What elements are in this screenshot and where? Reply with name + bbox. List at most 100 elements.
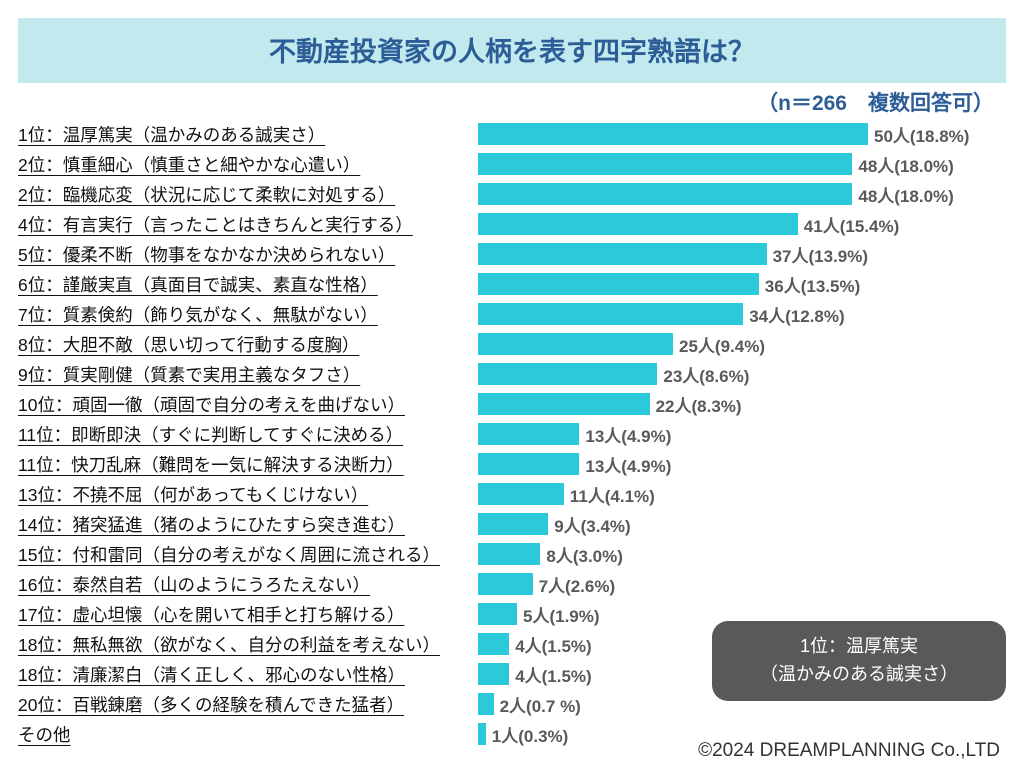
bar-value: 5人(1.9%) <box>523 602 600 627</box>
bar-value: 41人(15.4%) <box>804 212 899 237</box>
bar-value: 13人(4.9%) <box>585 452 671 477</box>
bar-value: 1人(0.3%) <box>492 722 569 747</box>
row-label: 4位：有言実行（言ったことはきちんと実行する） <box>18 212 478 237</box>
bar <box>478 693 494 715</box>
bar-row: 7位：質素倹約（飾り気がなく、無駄がない） 34人(12.8%) <box>18 299 1006 329</box>
row-label: 20位：百戦錬磨（多くの経験を積んできた猛者） <box>18 692 478 717</box>
bar-row: 8位：大胆不敵（思い切って行動する度胸） 25人(9.4%) <box>18 329 1006 359</box>
row-label: 10位：頑固一徹（頑固で自分の考えを曲げない） <box>18 392 478 417</box>
bar <box>478 543 540 565</box>
bar <box>478 153 852 175</box>
row-label: 9位：質実剛健（質素で実用主義なタフさ） <box>18 362 478 387</box>
bar-value: 7人(2.6%) <box>539 572 616 597</box>
row-label: 5位：優柔不断（物事をなかなか決められない） <box>18 242 478 267</box>
bar <box>478 273 759 295</box>
bar-cell: 25人(9.4%) <box>478 329 1006 359</box>
bar-row: 2位：慎重細心（慎重さと細やかな心遣い） 48人(18.0%) <box>18 149 1006 179</box>
bar <box>478 213 798 235</box>
bar-value: 50人(18.8%) <box>874 122 969 147</box>
bar-value: 37人(13.9%) <box>773 242 868 267</box>
bar-cell: 22人(8.3%) <box>478 389 1006 419</box>
copyright-line: ©2024 DREAMPLANNING Co.,LTD <box>698 740 1000 762</box>
bar-value: 48人(18.0%) <box>858 152 953 177</box>
bar <box>478 633 509 655</box>
bar-row: 16位：泰然自若（山のようにうろたえない） 7人(2.6%) <box>18 569 1006 599</box>
row-label: 7位：質素倹約（飾り気がなく、無駄がない） <box>18 302 478 327</box>
bar-row: 1位：温厚篤実（温かみのある誠実さ） 50人(18.8%) <box>18 119 1006 149</box>
bar-row: 5位：優柔不断（物事をなかなか決められない） 37人(13.9%) <box>18 239 1006 269</box>
bar <box>478 603 517 625</box>
chart-title: 不動産投資家の人柄を表す四字熟語は？ <box>18 18 1006 83</box>
chart-area: 1位：温厚篤実（温かみのある誠実さ）50人(18.8%)2位：慎重細心（慎重さと… <box>18 119 1006 739</box>
callout-line-2: （温かみのある誠実さ） <box>744 661 974 689</box>
bar-value: 25人(9.4%) <box>679 332 765 357</box>
bar <box>478 513 548 535</box>
bar-value: 4人(1.5%) <box>515 632 592 657</box>
row-label: 11位：即断即決（すぐに判断してすぐに決める） <box>18 422 478 447</box>
row-label: 16位：泰然自若（山のようにうろたえない） <box>18 572 478 597</box>
bar-row: 15位：付和雷同（自分の考えがなく周囲に流される） 8人(3.0%) <box>18 539 1006 569</box>
bar-value: 34人(12.8%) <box>749 302 844 327</box>
bar-value: 4人(1.5%) <box>515 662 592 687</box>
bar-value: 48人(18.0%) <box>858 182 953 207</box>
callout-pill: 1位：温厚篤実 （温かみのある誠実さ） <box>712 621 1006 701</box>
bar-value: 13人(4.9%) <box>585 422 671 447</box>
bar-cell: 7人(2.6%) <box>478 569 1006 599</box>
bar-cell: 8人(3.0%) <box>478 539 1006 569</box>
bar <box>478 243 767 265</box>
bar-cell: 37人(13.9%) <box>478 239 1006 269</box>
bar-cell: 41人(15.4%) <box>478 209 1006 239</box>
bar-row: 13位：不撓不屈（何があってもくじけない） 11人(4.1%) <box>18 479 1006 509</box>
bar-value: 23人(8.6%) <box>663 362 749 387</box>
bar-cell: 48人(18.0%) <box>478 149 1006 179</box>
bar-value: 8人(3.0%) <box>546 542 623 567</box>
bar-row: 10位：頑固一徹（頑固で自分の考えを曲げない） 22人(8.3%) <box>18 389 1006 419</box>
row-label: 15位：付和雷同（自分の考えがなく周囲に流される） <box>18 542 478 567</box>
bar <box>478 483 564 505</box>
bar <box>478 723 486 745</box>
row-label: 1位：温厚篤実（温かみのある誠実さ） <box>18 122 478 147</box>
row-label: 18位：清廉潔白（清く正しく、邪心のない性格） <box>18 662 478 687</box>
row-label: 18位：無私無欲（欲がなく、自分の利益を考えない） <box>18 632 478 657</box>
row-label: 6位：謹厳実直（真面目で誠実、素直な性格） <box>18 272 478 297</box>
bar-row: 11位：即断即決（すぐに判断してすぐに決める） 13人(4.9%) <box>18 419 1006 449</box>
bar-cell: 9人(3.4%) <box>478 509 1006 539</box>
bar-cell: 13人(4.9%) <box>478 449 1006 479</box>
bar-value: 22人(8.3%) <box>656 392 742 417</box>
bar-row: 9位：質実剛健（質素で実用主義なタフさ） 23人(8.6%) <box>18 359 1006 389</box>
bar <box>478 573 533 595</box>
bar-cell: 23人(8.6%) <box>478 359 1006 389</box>
bar <box>478 423 579 445</box>
row-label: その他 <box>18 722 478 747</box>
bar <box>478 393 650 415</box>
bar-row: 14位：猪突猛進（猪のようにひたすら突き進む） 9人(3.4%) <box>18 509 1006 539</box>
bar-value: 9人(3.4%) <box>554 512 631 537</box>
row-label: 2位：慎重細心（慎重さと細やかな心遣い） <box>18 152 478 177</box>
row-label: 2位：臨機応変（状況に応じて柔軟に対処する） <box>18 182 478 207</box>
row-label: 13位：不撓不屈（何があってもくじけない） <box>18 482 478 507</box>
bar-value: 2人(0.7 %) <box>500 692 581 717</box>
bar-cell: 34人(12.8%) <box>478 299 1006 329</box>
bar <box>478 183 852 205</box>
bar <box>478 333 673 355</box>
bar-row: 11位：快刀乱麻（難問を一気に解決する決断力） 13人(4.9%) <box>18 449 1006 479</box>
bar-row: 6位：謹厳実直（真面目で誠実、素直な性格） 36人(13.5%) <box>18 269 1006 299</box>
row-label: 8位：大胆不敵（思い切って行動する度胸） <box>18 332 478 357</box>
row-label: 14位：猪突猛進（猪のようにひたすら突き進む） <box>18 512 478 537</box>
bar <box>478 123 868 145</box>
bar-value: 36人(13.5%) <box>765 272 860 297</box>
bar-row: 2位：臨機応変（状況に応じて柔軟に対処する） 48人(18.0%) <box>18 179 1006 209</box>
bar-value: 11人(4.1%) <box>570 482 655 507</box>
bar-cell: 36人(13.5%) <box>478 269 1006 299</box>
bar <box>478 363 657 385</box>
bar-cell: 50人(18.8%) <box>478 119 1006 149</box>
bar-cell: 13人(4.9%) <box>478 419 1006 449</box>
bar-cell: 48人(18.0%) <box>478 179 1006 209</box>
row-label: 11位：快刀乱麻（難問を一気に解決する決断力） <box>18 452 478 477</box>
bar-row: 4位：有言実行（言ったことはきちんと実行する） 41人(15.4%) <box>18 209 1006 239</box>
bar <box>478 663 509 685</box>
bar-cell: 11人(4.1%) <box>478 479 1006 509</box>
bar <box>478 453 579 475</box>
chart-subtitle: （n＝266 複数回答可） <box>0 87 994 117</box>
row-label: 17位：虚心坦懐（心を開いて相手と打ち解ける） <box>18 602 478 627</box>
